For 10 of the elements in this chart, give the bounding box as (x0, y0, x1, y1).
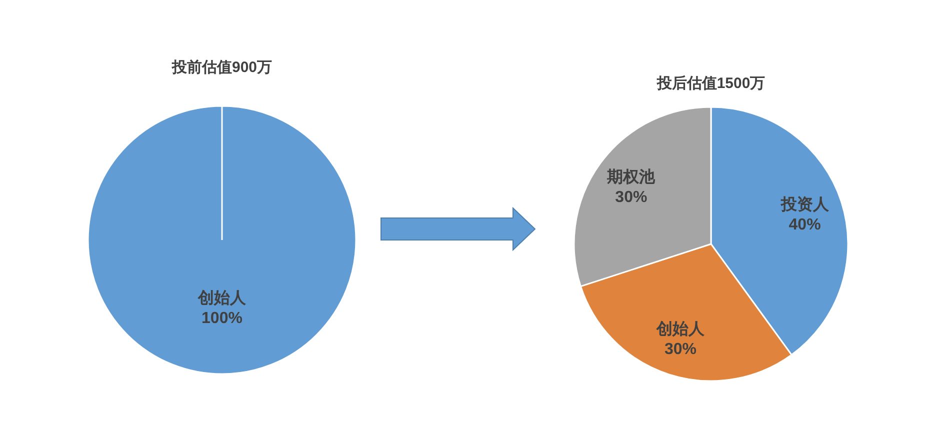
slice-label: 创始人 (197, 289, 247, 307)
data-label: 100% (202, 310, 242, 327)
chart-title: 投前估值900万 (170, 59, 272, 76)
slice-label: 投资人 (780, 196, 830, 214)
slice-label: 创始人 (656, 320, 706, 338)
data-label: 40% (788, 216, 821, 234)
chart-title: 投后估值1500万 (656, 75, 766, 92)
data-label: 30% (664, 340, 697, 358)
data-label: 30% (615, 189, 648, 206)
slice-label: 期权池 (606, 168, 656, 186)
